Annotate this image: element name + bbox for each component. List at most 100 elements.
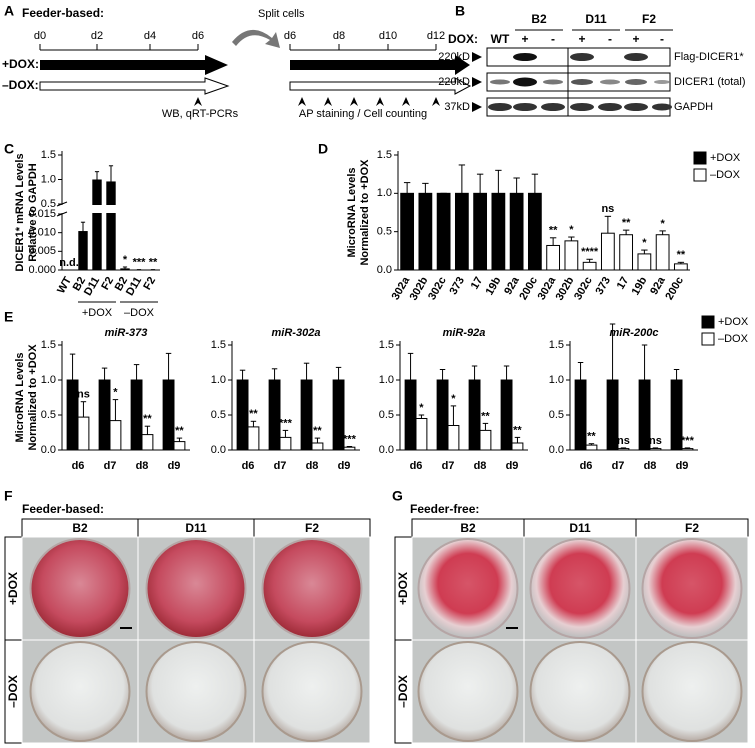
x-tick-label: 200c [663, 275, 686, 302]
bar [473, 192, 488, 271]
significance-label: ** [513, 424, 522, 436]
marker-caret [402, 97, 410, 106]
bar [491, 192, 506, 271]
significance-label: ns [617, 435, 630, 447]
significance-label: **** [581, 246, 599, 258]
lane-header: B2 [531, 12, 547, 26]
bar [141, 434, 154, 451]
panel-letter: F [4, 488, 13, 504]
bar [468, 379, 481, 451]
x-tick-label: d6 [580, 460, 593, 472]
well [145, 641, 247, 742]
y-tick-label: 0.005 [28, 245, 56, 257]
bar [655, 234, 670, 271]
row-label: –DOX [396, 675, 410, 708]
marker-caret [324, 97, 332, 106]
significance-label: *** [133, 257, 147, 269]
marker-caret [376, 97, 384, 106]
y-tick-label: 0.5 [549, 409, 564, 421]
band [490, 79, 510, 85]
significance-label: ** [249, 408, 258, 420]
marker-caret [432, 97, 440, 106]
x-tick-label: 373 [447, 275, 467, 297]
column-label: B2 [72, 521, 88, 535]
bar [582, 261, 597, 271]
x-tick-label: 19b [484, 275, 504, 298]
band [513, 103, 537, 111]
x-tick-label: 373 [593, 275, 613, 297]
well [641, 538, 743, 639]
bar [268, 379, 281, 451]
y-tick-label: 0.0 [377, 264, 392, 276]
dox-sign: + [521, 32, 528, 46]
bar [673, 263, 688, 271]
row-label: +DOX [6, 572, 20, 605]
y-tick-label: 1.0 [377, 187, 392, 199]
group-label: –DOX [124, 307, 155, 319]
y-tick-label: 0.0 [379, 444, 394, 456]
x-tick-label: d9 [506, 460, 519, 472]
x-tick-label: d7 [612, 460, 625, 472]
timeline-label: d8 [333, 30, 345, 42]
y-tick-label: 0.0 [549, 444, 564, 456]
band-size: 220kD [438, 76, 470, 88]
bar [236, 379, 249, 451]
dox-sign: - [608, 32, 612, 46]
x-tick-label: d8 [644, 460, 657, 472]
row-label: +DOX [396, 572, 410, 605]
legend-swatch [701, 332, 715, 346]
band [543, 79, 563, 85]
panel-title: Feeder-based: [22, 502, 104, 516]
significance-label: * [419, 402, 424, 414]
timeline-label: d12 [427, 30, 445, 42]
band [652, 103, 672, 111]
band [600, 79, 620, 85]
band [624, 103, 648, 111]
y-tick-label: 0.5 [379, 409, 394, 421]
group-label: +DOX [82, 307, 113, 319]
y-tick-label: 1.5 [379, 339, 394, 351]
bar [574, 379, 587, 451]
significance-label: ** [677, 249, 686, 261]
bar [418, 192, 433, 271]
x-tick-label: d6 [72, 460, 85, 472]
panel-letter: D [318, 141, 328, 157]
bar [279, 436, 292, 451]
x-tick-label: d9 [676, 460, 689, 472]
y-tick-label: 0.5 [377, 226, 392, 238]
x-tick-label: F2 [99, 275, 116, 292]
significance-label: n.d. [59, 257, 79, 269]
significance-label: ns [77, 389, 90, 401]
band [541, 103, 565, 111]
row-label: –DOX: [2, 78, 39, 92]
x-tick-label: d6 [410, 460, 423, 472]
bar [247, 426, 260, 451]
bar [311, 442, 324, 451]
panel-letter: A [4, 3, 14, 19]
legend-swatch [701, 315, 715, 329]
x-tick-label: d8 [136, 460, 149, 472]
band-pointer [472, 52, 482, 62]
band [598, 103, 622, 111]
bar [479, 429, 492, 451]
well [261, 641, 363, 742]
bar [637, 253, 652, 271]
chart-title: miR-200c [610, 327, 659, 339]
y-tick-label: 1.5 [41, 149, 56, 161]
bar [343, 446, 356, 451]
bar [619, 234, 634, 271]
y-tick-label: 0.015 [28, 208, 56, 220]
marker-caret [298, 97, 306, 106]
x-tick-label: 302b [408, 275, 431, 303]
significance-label: ns [649, 435, 662, 447]
panel-letter: E [4, 309, 13, 325]
x-tick-label: 19b [630, 275, 650, 298]
y-tick-label: 0.5 [41, 409, 56, 421]
significance-label: * [123, 254, 128, 266]
band-size: 220kD [438, 51, 470, 63]
well [29, 641, 131, 742]
panel-title: Feeder-free: [410, 502, 479, 516]
significance-label: ** [481, 410, 490, 422]
bar [436, 192, 451, 271]
x-tick-label: d7 [274, 460, 287, 472]
